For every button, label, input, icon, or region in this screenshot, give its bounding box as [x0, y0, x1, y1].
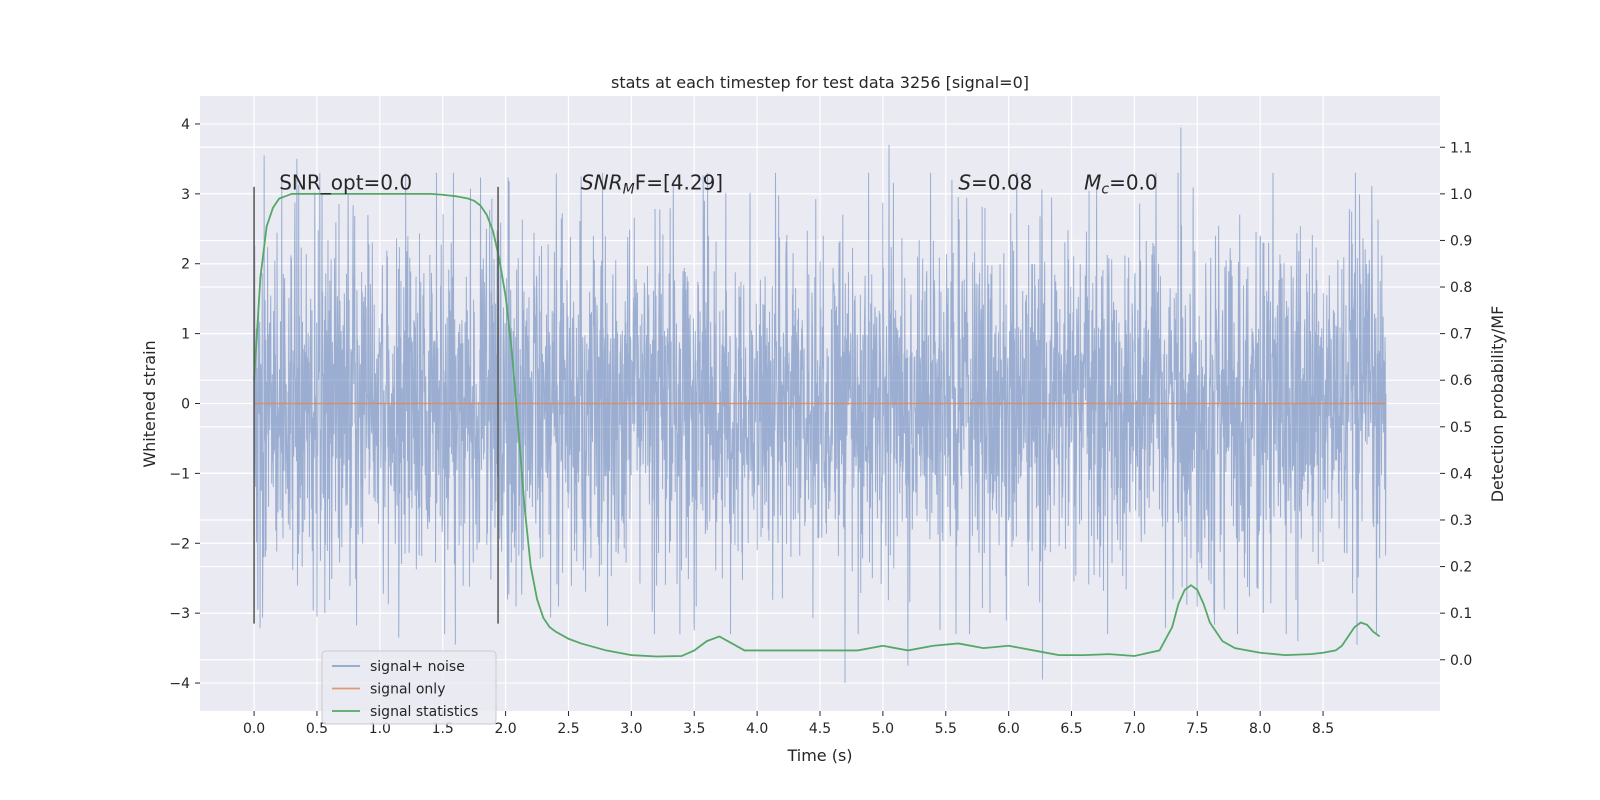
annotation: SNR_opt=0.0: [279, 170, 412, 194]
chart-title: stats at each timestep for test data 325…: [611, 73, 1029, 92]
y-tick-label: −3: [169, 606, 190, 622]
annotation: Mc=0.0: [1084, 170, 1158, 197]
x-tick-label: 0.5: [306, 721, 328, 737]
legend: signal+ noise signal only signal statistic…: [321, 650, 497, 725]
x-tick-label: 2.0: [494, 721, 516, 737]
y2-tick-label: 0.4: [1450, 466, 1472, 482]
y2-tick-label: 0.7: [1450, 327, 1472, 343]
x-tick-label: 8.5: [1312, 721, 1334, 737]
boundary-lines: [253, 186, 499, 624]
y2-tick-label: 0.1: [1450, 606, 1472, 622]
y2-tick-label: 0.0: [1450, 653, 1472, 669]
x-tick-label: 1.0: [369, 721, 391, 737]
tick-labels: 0.0 0.5 1.0 1.5 2.0 2.5 3.0 3.5 4.0 4.5 5.0 5.5 6.0 6…: [169, 117, 1472, 737]
y2-tick-label: 0.9: [1450, 233, 1472, 249]
y2-tick-label: 1.0: [1450, 187, 1472, 203]
x-tick-label: 4.0: [746, 721, 768, 737]
y-tick-label: −1: [169, 466, 190, 482]
signal-statistics-line: [253, 192, 1381, 658]
y-tick-label: −4: [169, 676, 190, 692]
y-tick-label: 0: [181, 397, 190, 413]
x-tick-label: 1.5: [432, 721, 454, 737]
x-tick-label: 2.5: [557, 721, 579, 737]
legend-box: [321, 650, 497, 725]
x-tick-label: 6.5: [1060, 721, 1082, 737]
x-tick-label: 5.5: [935, 721, 957, 737]
y2-tick-label: 0.6: [1450, 373, 1472, 389]
noise-series: [253, 127, 1387, 684]
y2-tick-label: 1.1: [1450, 140, 1472, 156]
y2-tick-label: 0.2: [1450, 560, 1472, 576]
x-tick-label: 4.5: [809, 721, 831, 737]
x-tick-label: 6.0: [998, 721, 1020, 737]
x-tick-label: 3.0: [620, 721, 642, 737]
y2-tick-label: 0.8: [1450, 280, 1472, 296]
y-axis-label: Whitened strain: [140, 340, 159, 467]
annotation: SNRMF=[4.29]: [581, 170, 723, 197]
y2-tick-label: 0.3: [1450, 513, 1472, 529]
y-tick-label: 4: [181, 117, 190, 133]
x-tick-label: 7.0: [1123, 721, 1145, 737]
x-tick-label: 8.0: [1249, 721, 1271, 737]
legend-label: signal only: [370, 682, 445, 698]
signal-statistics-series: [253, 192, 1381, 658]
annotations: SNR_opt=0.0 SNRMF=[4.29] S=0.08 Mc=0.0: [279, 170, 1157, 197]
y-tick-label: 2: [181, 257, 190, 273]
x-tick-label: 0.0: [243, 721, 265, 737]
y2-tick-label: 0.5: [1450, 420, 1472, 436]
annotation: S=0.08: [958, 170, 1032, 194]
y2-axis-label: Detection probability/MF: [1488, 306, 1507, 503]
x-tick-label: 5.0: [872, 721, 894, 737]
noise-trace: [253, 127, 1387, 684]
x-tick-label: 7.5: [1186, 721, 1208, 737]
legend-label: signal statistics: [370, 704, 478, 720]
x-axis-label: Time (s): [786, 746, 852, 765]
y-tick-label: −2: [169, 536, 190, 552]
x-tick-label: 3.5: [683, 721, 705, 737]
y-tick-label: 1: [181, 327, 190, 343]
y-tick-label: 3: [181, 187, 190, 203]
legend-label: signal+ noise: [370, 659, 465, 675]
